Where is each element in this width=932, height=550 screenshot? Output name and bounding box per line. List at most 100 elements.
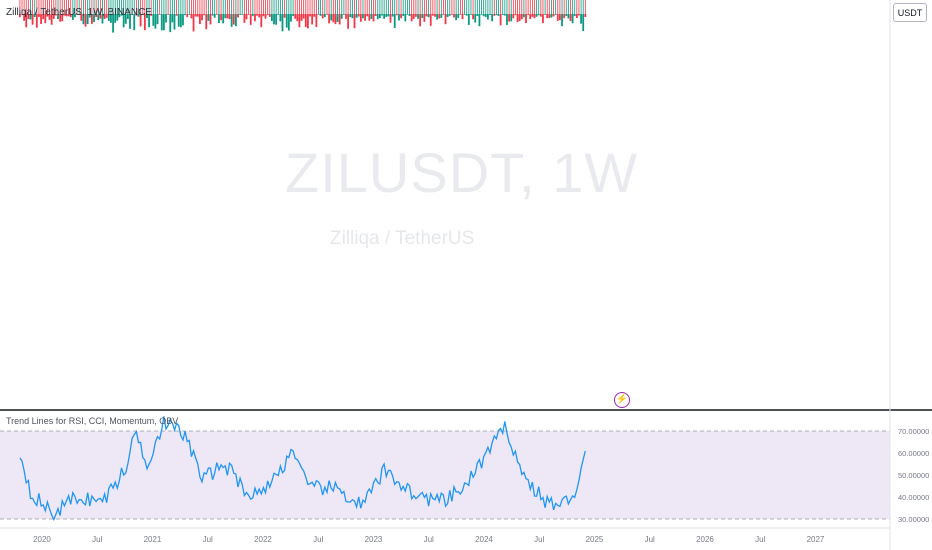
candle-body	[173, 14, 176, 30]
candle-body	[455, 14, 458, 21]
candle-body	[292, 14, 294, 17]
candle-body	[61, 14, 64, 22]
candle-body	[171, 14, 174, 23]
candle-body	[436, 14, 438, 20]
currency-button[interactable]: USDT	[893, 3, 927, 22]
candle-body	[317, 14, 320, 15]
rsi-axis-tick: 50.00000	[898, 471, 929, 480]
candle-body	[86, 14, 89, 25]
candle-body	[516, 14, 519, 23]
candle-body	[279, 14, 282, 22]
candle-body	[347, 14, 350, 29]
candle-body	[330, 14, 333, 21]
candle-body	[476, 14, 479, 16]
time-axis-label: 2024	[475, 535, 493, 544]
candle-body	[209, 14, 212, 25]
candle-body	[465, 14, 468, 16]
candle-body	[559, 14, 561, 21]
time-axis-label: 2025	[586, 535, 604, 544]
candle-body	[381, 14, 383, 16]
candle-body	[480, 14, 483, 15]
candle-body	[82, 14, 85, 25]
candle-body	[146, 14, 148, 19]
candle-body	[442, 14, 445, 15]
candle-body	[167, 14, 170, 15]
candle-body	[546, 14, 549, 19]
candle-body	[249, 14, 252, 25]
candle-body	[527, 14, 530, 16]
candle-body	[287, 14, 290, 31]
candle-body	[118, 14, 121, 18]
candle-body	[508, 14, 510, 22]
candle-body	[239, 14, 242, 15]
symbol-title[interactable]: Zilliqa / TetherUS, 1W, BINANCE	[6, 7, 152, 18]
candle-body	[512, 14, 515, 19]
rsi-layer	[19, 416, 586, 522]
candle-body	[162, 14, 165, 31]
candle-body	[550, 14, 553, 18]
axes-layer[interactable]: 0.220000.180000.140000.110000.090000.070…	[33, 0, 929, 544]
candle-body	[510, 14, 513, 22]
candle-body	[198, 14, 201, 25]
candle-body	[514, 14, 517, 16]
time-axis-label: Jul	[755, 535, 765, 544]
candle-body	[584, 14, 587, 18]
candle-body	[95, 14, 98, 18]
candle-body	[326, 14, 328, 15]
candle-body	[234, 14, 237, 27]
candle-body	[415, 14, 417, 17]
candle-body	[421, 14, 424, 19]
candle-body	[294, 14, 297, 19]
candle-body	[177, 14, 180, 27]
candle-body	[237, 14, 239, 18]
candle-body	[254, 14, 256, 22]
candle-body	[575, 14, 578, 19]
candle-body	[135, 14, 138, 16]
candle-body	[582, 14, 585, 32]
candle-body	[186, 14, 189, 17]
candle-body	[137, 14, 140, 17]
candle-body	[122, 14, 125, 28]
candle-body	[133, 14, 136, 31]
candle-body	[497, 14, 500, 16]
candle-body	[419, 14, 422, 27]
candle-body	[374, 14, 377, 17]
candle-body	[398, 14, 400, 21]
candle-body	[97, 14, 100, 21]
candle-body	[313, 14, 316, 17]
time-axis-label: Jul	[645, 535, 655, 544]
candle-body	[226, 14, 229, 19]
candle-body	[470, 14, 472, 15]
candle-body	[194, 14, 197, 17]
candle-body	[438, 14, 441, 19]
candle-body	[222, 14, 225, 24]
candle-body	[385, 14, 388, 17]
candle-body	[370, 14, 373, 19]
candle-body	[27, 14, 30, 20]
candle-body	[152, 14, 155, 26]
candle-body	[228, 14, 231, 20]
candle-body	[258, 14, 261, 18]
candle-body	[321, 14, 324, 19]
rsi-axis-tick: 70.00000	[898, 427, 929, 436]
candle-body	[71, 14, 74, 20]
indicator-title[interactable]: Trend Lines for RSI, CCI, Momentum, OBV	[6, 416, 179, 426]
candle-body	[387, 14, 390, 17]
candle-body	[556, 14, 559, 21]
time-axis-label: Jul	[203, 535, 213, 544]
candle-body	[423, 14, 426, 22]
candle-body	[362, 14, 364, 19]
candle-body	[408, 14, 411, 17]
candle-body	[105, 14, 108, 18]
candle-body	[535, 14, 538, 17]
candle-body	[402, 14, 405, 16]
candle-body	[561, 14, 563, 27]
candle-body	[368, 14, 371, 21]
candle-body	[260, 14, 263, 28]
time-axis-label: 2027	[807, 535, 825, 544]
lightning-icon[interactable]: ⚡	[614, 392, 630, 408]
candle-body	[503, 14, 506, 16]
candle-body	[18, 14, 21, 18]
